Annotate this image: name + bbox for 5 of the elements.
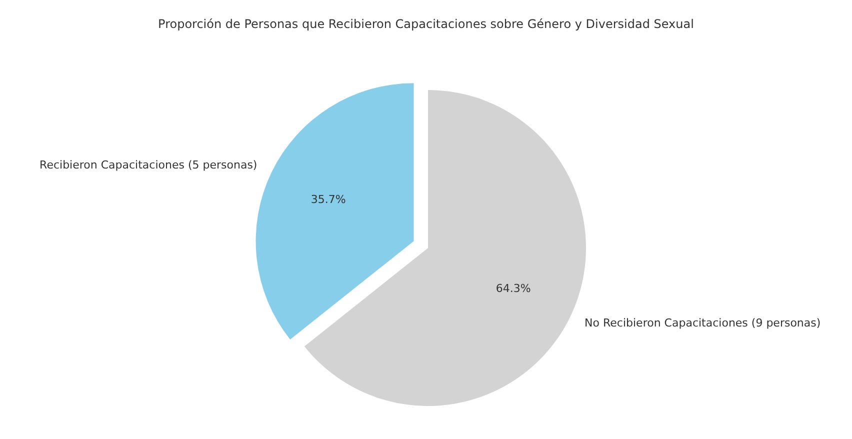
- slice-label: No Recibieron Capacitaciones (9 personas): [584, 316, 821, 330]
- slice-label: Recibieron Capacitaciones (5 personas): [40, 158, 258, 172]
- data-label: 35.7%: [310, 192, 346, 206]
- data-label: 64.3%: [496, 282, 531, 296]
- chart-title: Proporción de Personas que Recibieron Capacitaciones sobre Género y Diversidad Sexual: [158, 17, 694, 31]
